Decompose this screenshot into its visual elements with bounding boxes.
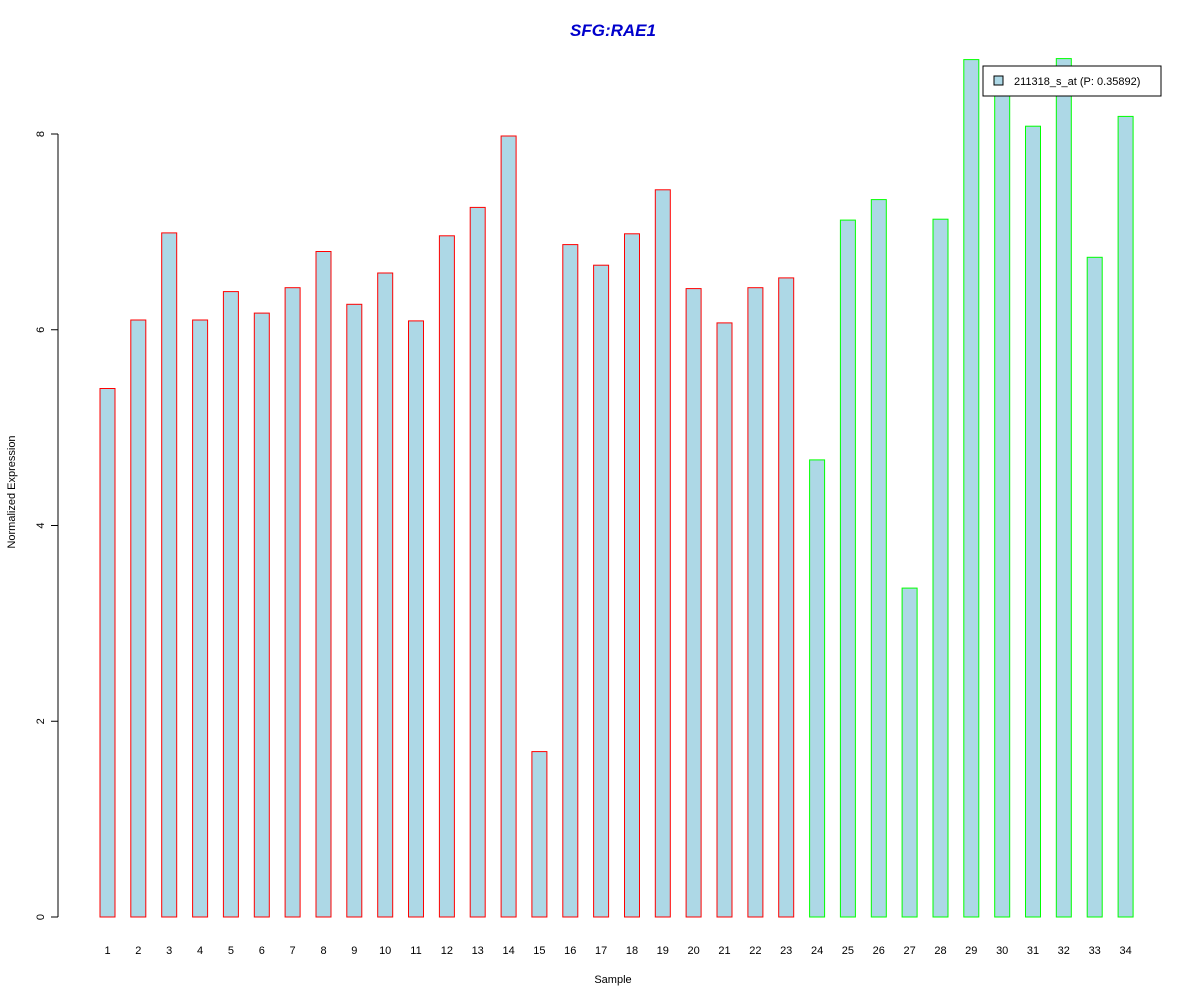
bar (809, 459, 826, 918)
legend: 211318_s_at (P: 0.35892) (982, 65, 1162, 97)
x-tick-label: 5 (228, 945, 234, 957)
bar (624, 233, 640, 918)
bar (130, 319, 147, 918)
bar (1086, 256, 1103, 918)
x-tick-label: 21 (718, 945, 730, 957)
bar (1117, 115, 1134, 918)
x-tick-label: 9 (351, 945, 357, 957)
x-tick-label: 26 (873, 945, 885, 957)
legend-box (982, 65, 1162, 97)
x-tick-label: 13 (472, 945, 484, 957)
x-tick-label: 4 (197, 945, 203, 957)
x-tick-label: 27 (903, 945, 915, 957)
bar (593, 264, 610, 918)
x-tick-label: 3 (166, 945, 172, 957)
bar (192, 319, 209, 918)
x-tick-label: 34 (1119, 945, 1131, 957)
bar (408, 320, 424, 918)
x-tick-label: 11 (410, 945, 421, 957)
bar (963, 59, 980, 918)
y-tick-label: 8 (35, 131, 47, 137)
bar (161, 232, 178, 918)
bar (994, 79, 1011, 918)
y-axis: 0 2 4 6 8 (35, 131, 59, 920)
chart-title: SFG:RAE1 (570, 21, 656, 40)
y-axis-label: Normalized Expression (6, 435, 18, 548)
x-tick-label: 12 (441, 945, 453, 957)
x-tick-label: 31 (1027, 945, 1039, 957)
x-tick-label: 6 (259, 945, 265, 957)
x-tick-label: 20 (687, 945, 699, 957)
y-tick-label: 2 (35, 718, 47, 724)
bar (901, 587, 918, 918)
bar (839, 219, 856, 918)
x-tick-label: 29 (965, 945, 977, 957)
bar (716, 322, 733, 918)
x-tick-label: 28 (934, 945, 946, 957)
x-tick-label: 33 (1089, 945, 1101, 957)
x-tick-label: 22 (749, 945, 761, 957)
y-tick-label: 6 (35, 327, 47, 333)
x-tick-label: 2 (135, 945, 141, 957)
x-tick-label: 15 (533, 945, 545, 957)
y-tick-label: 0 (35, 914, 47, 920)
y-tick-label: 4 (35, 522, 47, 528)
x-tick-label: 19 (657, 945, 669, 957)
x-tick-label: 16 (564, 945, 576, 957)
x-tick-label: 18 (626, 945, 638, 957)
bar (778, 277, 795, 918)
bar (284, 287, 301, 918)
bars-group (99, 58, 1134, 918)
bar (377, 272, 394, 918)
bar (438, 235, 455, 918)
x-tick-label: 14 (502, 945, 514, 957)
bar (932, 218, 949, 918)
x-tick-label: 7 (290, 945, 296, 957)
x-tick-label: 17 (595, 945, 607, 957)
x-tick-labels: 1 2 3 4 5 6 7 8 9 10 11 12 13 14 15 16 17 18 19 20 21 22 23 24 2… (104, 945, 1131, 957)
bar (1055, 58, 1072, 918)
bar (747, 287, 764, 918)
bar (562, 244, 579, 918)
x-tick-label: 24 (811, 945, 823, 957)
bar (315, 251, 332, 918)
bar (500, 135, 517, 918)
x-tick-label: 30 (996, 945, 1008, 957)
bar (346, 303, 363, 918)
x-tick-label: 8 (320, 945, 326, 957)
bar (253, 312, 270, 918)
bar (1025, 125, 1041, 918)
x-tick-label: 10 (379, 945, 391, 957)
legend-swatch (993, 75, 1004, 86)
x-tick-label: 1 (104, 945, 110, 957)
legend-label: 211318_s_at (P: 0.35892) (1014, 76, 1140, 88)
x-tick-label: 23 (780, 945, 792, 957)
bar (531, 751, 548, 918)
x-axis-label: Sample (594, 974, 631, 986)
bar (469, 206, 486, 918)
x-tick-label: 25 (842, 945, 854, 957)
bar (654, 189, 671, 918)
bar (870, 199, 887, 918)
bar (222, 291, 239, 918)
bar (685, 288, 702, 918)
x-tick-label: 32 (1058, 945, 1070, 957)
bar (99, 388, 116, 918)
